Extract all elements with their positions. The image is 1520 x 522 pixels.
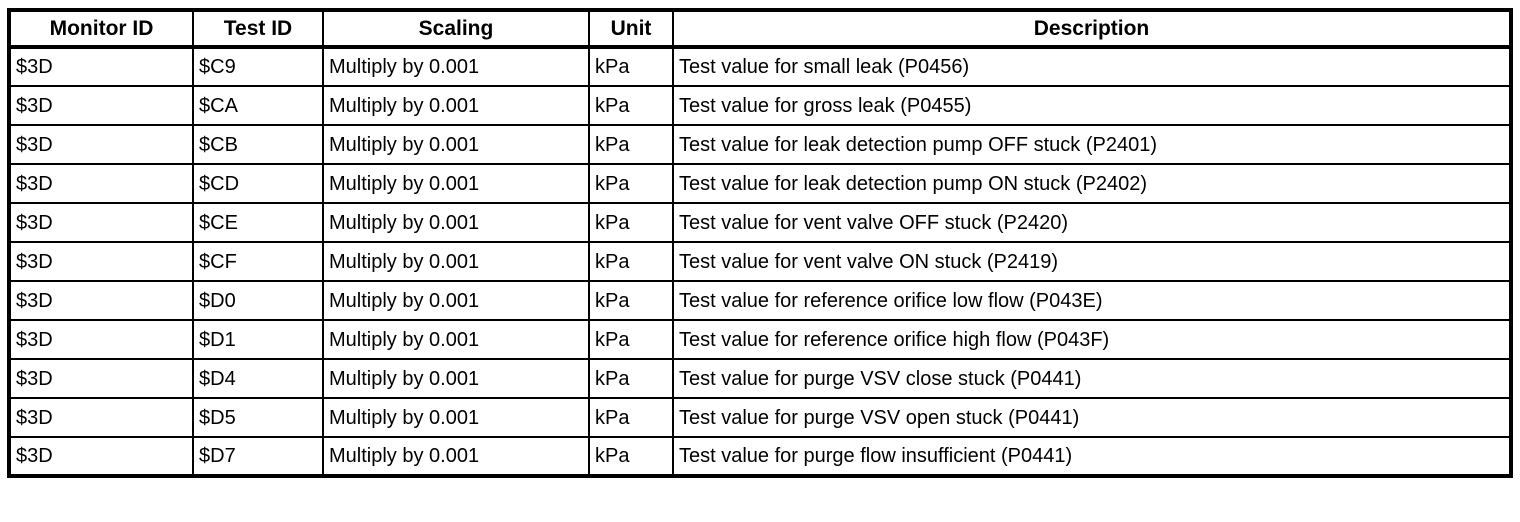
cell-description: Test value for purge VSV open stuck (P04… bbox=[672, 397, 1512, 438]
cell-test-id: $C9 bbox=[192, 46, 324, 87]
cell-unit: kPa bbox=[588, 241, 674, 282]
cell-monitor-id: $3D bbox=[8, 124, 194, 165]
cell-unit: kPa bbox=[588, 397, 674, 438]
cell-scaling: Multiply by 0.001 bbox=[322, 319, 590, 360]
table-row: $3D $D7 Multiply by 0.001 kPa Test value for… bbox=[8, 436, 1512, 477]
cell-description: Test value for vent valve OFF stuck (P24… bbox=[672, 202, 1512, 243]
cell-unit: kPa bbox=[588, 85, 674, 126]
table-row: $3D $D5 Multiply by 0.001 kPa Test value for… bbox=[8, 397, 1512, 438]
header-row: Monitor ID Test ID Scaling Unit Descript… bbox=[8, 9, 1512, 49]
column-header-scaling: Scaling bbox=[322, 9, 590, 49]
table-row: $3D $CE Multiply by 0.001 kPa Test value for… bbox=[8, 202, 1512, 243]
table-row: $3D $CF Multiply by 0.001 kPa Test value for… bbox=[8, 241, 1512, 282]
column-header-description: Description bbox=[672, 9, 1512, 49]
cell-description: Test value for reference orifice low flo… bbox=[672, 280, 1512, 321]
table-header: Monitor ID Test ID Scaling Unit Descript… bbox=[8, 9, 1512, 49]
cell-description: Test value for leak detection pump ON st… bbox=[672, 163, 1512, 204]
cell-unit: kPa bbox=[588, 358, 674, 399]
column-header-unit: Unit bbox=[588, 9, 674, 49]
cell-monitor-id: $3D bbox=[8, 85, 194, 126]
cell-test-id: $CE bbox=[192, 202, 324, 243]
column-header-test-id: Test ID bbox=[192, 9, 324, 49]
cell-test-id: $D5 bbox=[192, 397, 324, 438]
table-row: $3D $CD Multiply by 0.001 kPa Test value for… bbox=[8, 163, 1512, 204]
cell-description: Test value for leak detection pump OFF s… bbox=[672, 124, 1512, 165]
cell-scaling: Multiply by 0.001 bbox=[322, 163, 590, 204]
cell-scaling: Multiply by 0.001 bbox=[322, 124, 590, 165]
cell-description: Test value for reference orifice high fl… bbox=[672, 319, 1512, 360]
cell-description: Test value for vent valve ON stuck (P241… bbox=[672, 241, 1512, 282]
cell-monitor-id: $3D bbox=[8, 436, 194, 477]
cell-description: Test value for purge flow insufficient (… bbox=[672, 436, 1512, 477]
table-row: $3D $D1 Multiply by 0.001 kPa Test value for… bbox=[8, 319, 1512, 360]
cell-monitor-id: $3D bbox=[8, 319, 194, 360]
cell-monitor-id: $3D bbox=[8, 202, 194, 243]
cell-unit: kPa bbox=[588, 163, 674, 204]
cell-unit: kPa bbox=[588, 46, 674, 87]
cell-monitor-id: $3D bbox=[8, 397, 194, 438]
cell-scaling: Multiply by 0.001 bbox=[322, 202, 590, 243]
cell-scaling: Multiply by 0.001 bbox=[322, 85, 590, 126]
cell-unit: kPa bbox=[588, 124, 674, 165]
cell-monitor-id: $3D bbox=[8, 241, 194, 282]
table-row: $3D $CB Multiply by 0.001 kPa Test value for… bbox=[8, 124, 1512, 165]
cell-test-id: $D4 bbox=[192, 358, 324, 399]
cell-scaling: Multiply by 0.001 bbox=[322, 436, 590, 477]
table-row: $3D $D4 Multiply by 0.001 kPa Test value for… bbox=[8, 358, 1512, 399]
table-row: $3D $C9 Multiply by 0.001 kPa Test value for… bbox=[8, 46, 1512, 87]
cell-scaling: Multiply by 0.001 bbox=[322, 46, 590, 87]
test-values-table: Monitor ID Test ID Scaling Unit Descript… bbox=[7, 8, 1513, 478]
cell-test-id: $D0 bbox=[192, 280, 324, 321]
table-row: $3D $D0 Multiply by 0.001 kPa Test value for… bbox=[8, 280, 1512, 321]
cell-test-id: $D7 bbox=[192, 436, 324, 477]
cell-test-id: $D1 bbox=[192, 319, 324, 360]
cell-unit: kPa bbox=[588, 202, 674, 243]
table-row: $3D $CA Multiply by 0.001 kPa Test value for… bbox=[8, 85, 1512, 126]
cell-monitor-id: $3D bbox=[8, 46, 194, 87]
cell-unit: kPa bbox=[588, 436, 674, 477]
cell-unit: kPa bbox=[588, 319, 674, 360]
cell-scaling: Multiply by 0.001 bbox=[322, 358, 590, 399]
cell-scaling: Multiply by 0.001 bbox=[322, 397, 590, 438]
cell-monitor-id: $3D bbox=[8, 358, 194, 399]
cell-monitor-id: $3D bbox=[8, 280, 194, 321]
cell-description: Test value for purge VSV close stuck (P0… bbox=[672, 358, 1512, 399]
cell-test-id: $CB bbox=[192, 124, 324, 165]
cell-description: Test value for small leak (P0456) bbox=[672, 46, 1512, 87]
cell-test-id: $CF bbox=[192, 241, 324, 282]
cell-scaling: Multiply by 0.001 bbox=[322, 241, 590, 282]
cell-unit: kPa bbox=[588, 280, 674, 321]
table-body: $3D $C9 Multiply by 0.001 kPa Test value for… bbox=[8, 46, 1512, 477]
cell-scaling: Multiply by 0.001 bbox=[322, 280, 590, 321]
cell-test-id: $CA bbox=[192, 85, 324, 126]
cell-monitor-id: $3D bbox=[8, 163, 194, 204]
column-header-monitor-id: Monitor ID bbox=[8, 9, 194, 49]
cell-test-id: $CD bbox=[192, 163, 324, 204]
cell-description: Test value for gross leak (P0455) bbox=[672, 85, 1512, 126]
